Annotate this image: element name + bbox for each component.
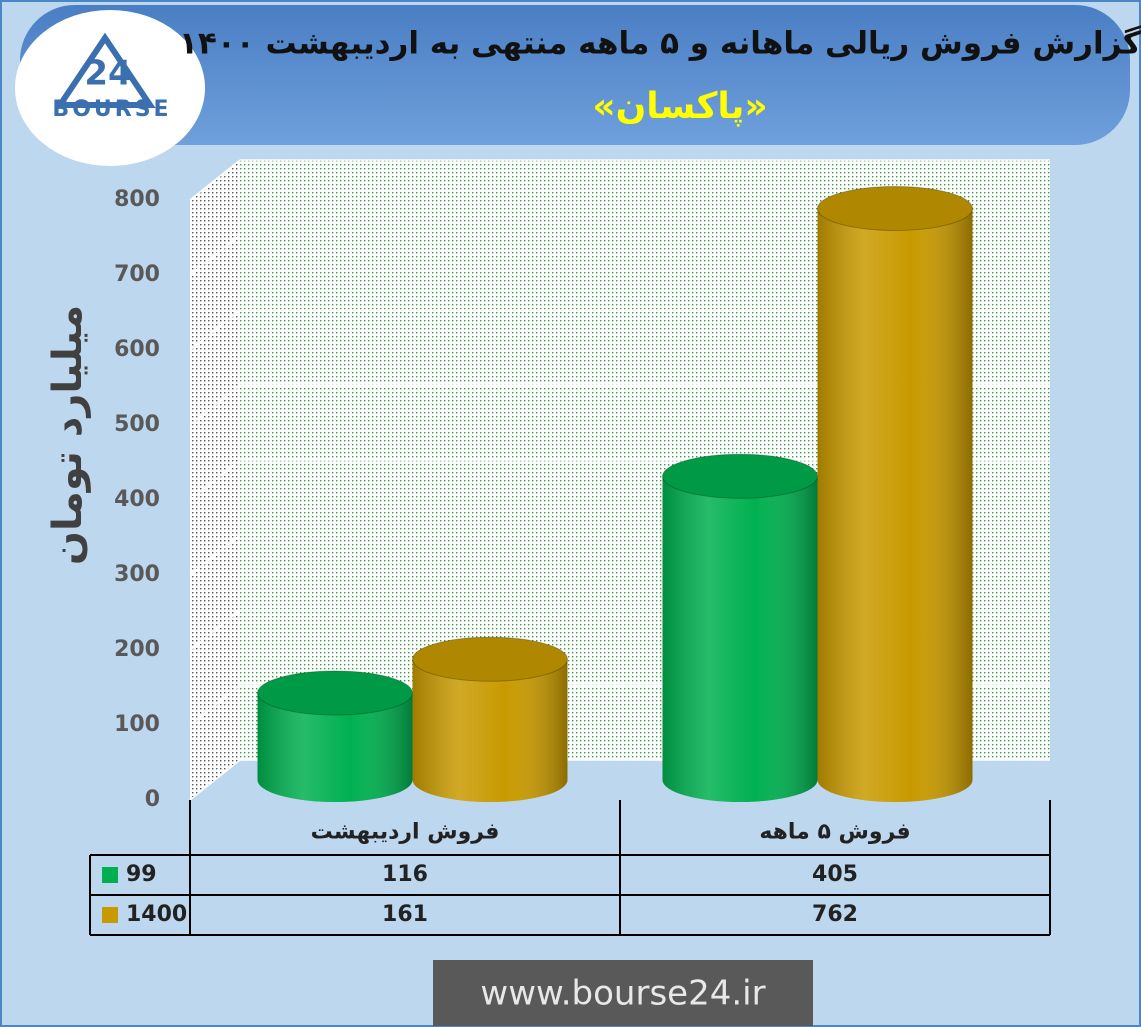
y-tick-label: 500 — [114, 412, 160, 437]
chart-subtitle: «پاکسان» — [592, 86, 767, 127]
grid-line — [189, 609, 241, 651]
logo-triangle — [54, 32, 156, 108]
legend-label: 1400 — [126, 902, 187, 927]
grid-line — [189, 759, 241, 801]
grid-line — [189, 159, 241, 201]
legend-label: 99 — [126, 862, 157, 887]
bar-top — [817, 186, 973, 231]
chart-title: گزارش فروش ریالی ماهانه و ۵ ماهه منتهی ب… — [179, 25, 1141, 62]
x-tick-label: فروش اردیبهشت — [311, 820, 500, 845]
legend-swatch — [102, 867, 118, 883]
data-label: 116 — [382, 862, 428, 887]
bar-shade — [817, 208, 973, 803]
footer-box — [433, 960, 813, 1026]
grid-line — [189, 234, 241, 276]
x-tick-label: فروش ۵ ماهه — [759, 820, 910, 845]
grid-line — [189, 459, 241, 501]
y-tick-label: 100 — [114, 712, 160, 737]
y-tick-label: 0 — [145, 787, 160, 812]
logo-circle — [15, 10, 205, 166]
grid-line — [189, 684, 241, 726]
legend-swatch — [102, 907, 118, 923]
bar-shade — [257, 693, 413, 802]
grid-line — [189, 309, 241, 351]
data-label: 762 — [812, 902, 858, 927]
grid-line — [189, 534, 241, 576]
bar-shade — [412, 659, 568, 803]
y-tick-label: 800 — [114, 187, 160, 212]
data-label: 405 — [812, 862, 858, 887]
bar-top-shade — [257, 671, 413, 715]
y-tick-label: 700 — [114, 262, 160, 287]
data-label: 161 — [382, 902, 428, 927]
header-box — [20, 5, 1130, 145]
bar-top-shade — [662, 454, 818, 499]
y-tick-label: 400 — [114, 487, 160, 512]
bar-top-shade — [817, 186, 973, 231]
y-tick-label: 600 — [114, 337, 160, 362]
y-axis-label: میلیارد تومان — [45, 305, 91, 565]
logo-text: BOURSE — [52, 97, 171, 122]
bar-shade — [662, 476, 818, 803]
y-tick-label: 200 — [114, 637, 160, 662]
grid-line — [189, 384, 241, 426]
logo-number: 24 — [84, 54, 131, 94]
bar-top — [412, 636, 568, 682]
footer: www.bourse24.ir — [480, 974, 765, 1014]
bar-top-shade — [412, 637, 568, 682]
y-tick-label: 300 — [114, 562, 160, 587]
